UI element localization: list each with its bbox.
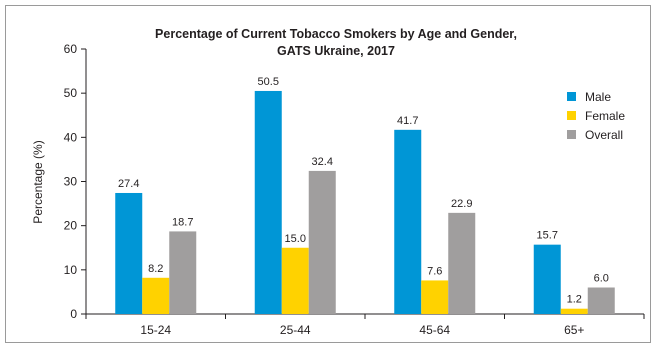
bar-female — [142, 277, 170, 314]
bar-male — [254, 90, 282, 314]
chart-title-line-2: GATS Ukraine, 2017 — [277, 44, 395, 58]
bar-male — [533, 244, 561, 314]
bar-overall — [587, 287, 615, 314]
legend-swatch-female — [567, 111, 576, 120]
legend-label-female: Female — [585, 109, 625, 123]
data-label: 15.7 — [537, 230, 558, 242]
data-label: 50.5 — [258, 76, 279, 88]
data-label: 15.0 — [285, 233, 306, 245]
bar-overall — [308, 170, 336, 314]
data-label: 22.9 — [451, 198, 472, 210]
y-tick-label: 40 — [64, 130, 78, 144]
bar-overall — [448, 212, 476, 314]
legend-label-male: Male — [585, 90, 611, 104]
y-tick-label: 30 — [64, 175, 78, 189]
data-label: 41.7 — [397, 115, 418, 127]
data-label: 6.0 — [594, 273, 609, 285]
bar-male — [394, 129, 422, 314]
y-tick-label: 50 — [64, 86, 78, 100]
data-label: 7.6 — [427, 265, 442, 277]
legend-label-overall: Overall — [585, 128, 623, 142]
data-label: 18.7 — [172, 216, 193, 228]
data-label: 32.4 — [312, 156, 333, 168]
bar-female — [281, 247, 309, 314]
x-tick-label: 25-44 — [280, 323, 311, 337]
x-tick-label: 15-24 — [140, 323, 171, 337]
y-axis-title: Percentage (%) — [31, 140, 45, 223]
bar-female — [560, 308, 588, 314]
data-label: 27.4 — [118, 178, 139, 190]
x-tick-label: 65+ — [564, 323, 584, 337]
plot-area: 0 10 20 30 40 50 60 15-24 27.4 8.2 18.7 25-44 50.5 15… — [64, 42, 645, 337]
legend-swatch-male — [567, 92, 576, 101]
bar-female — [421, 280, 449, 314]
y-tick-label: 20 — [64, 219, 78, 233]
bar-overall — [169, 231, 197, 314]
bar-male — [115, 192, 143, 314]
legend: Male Female Overall — [567, 90, 625, 142]
data-label: 1.2 — [567, 294, 582, 306]
data-label: 8.2 — [148, 263, 163, 275]
y-tick-label: 0 — [70, 307, 77, 321]
chart-title-line-1: Percentage of Current Tobacco Smokers by… — [155, 27, 517, 41]
y-tick-label: 60 — [64, 42, 78, 56]
x-tick-label: 45-64 — [419, 323, 450, 337]
legend-swatch-overall — [567, 130, 576, 139]
y-tick-label: 10 — [64, 263, 78, 277]
